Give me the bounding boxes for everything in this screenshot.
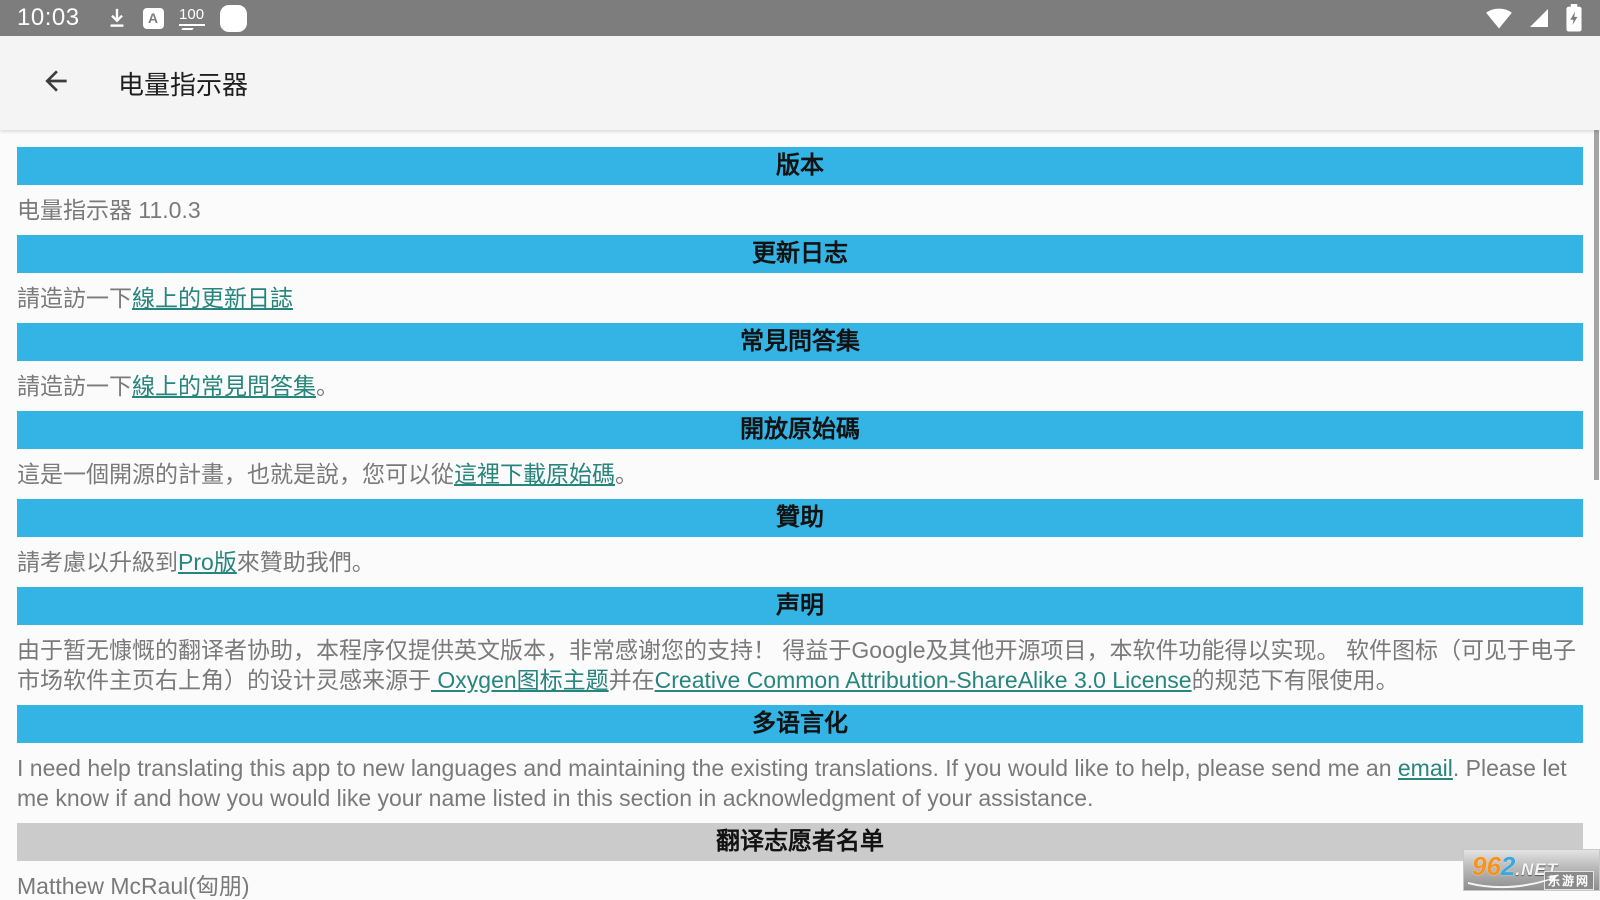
section-body: I need help translating this app to new … (17, 753, 1583, 813)
section-text: 。 (316, 373, 339, 399)
section-body: 由于暂无慷慨的翻译者协助，本程序仅提供英文版本，非常感谢您的支持！ 得益于Goo… (17, 635, 1583, 695)
download-icon (106, 7, 128, 29)
changelog-link[interactable]: 線上的更新日誌 (132, 285, 293, 311)
battery-percent-icon: 100 (178, 5, 205, 30)
section-header: 贊助 (17, 499, 1583, 537)
watermark-96: 96 (1472, 851, 1501, 881)
section-text: 并在 (608, 667, 655, 693)
about-sections: 版本 电量指示器 11.0.3 更新日志 請造訪一下線上的更新日誌 常見問答集 請造訪一下… (0, 130, 1600, 900)
section-text: Matthew McRaul(匈朋) (17, 873, 250, 899)
wifi-icon (1485, 6, 1513, 30)
email-link[interactable]: email (1397, 755, 1453, 781)
section-text: 由于暂无慷慨的翻译者协助，本程序仅提供英文版本，非常感谢您的支持！ 得益于Goo… (17, 637, 1576, 693)
section-text: 來贊助我們。 (236, 549, 375, 575)
scrollbar[interactable] (1594, 128, 1599, 480)
section-header: 声明 (17, 587, 1583, 625)
watermark-label: 乐游网 (1543, 871, 1594, 890)
section-header: 常見問答集 (17, 323, 1583, 361)
section-header: 開放原始碼 (17, 411, 1583, 449)
section-body: 电量指示器 11.0.3 (17, 195, 1583, 225)
section-text: 的规范下有限使用。 (1191, 667, 1399, 693)
app-bar: 电量指示器 (0, 36, 1600, 130)
cc-license-link[interactable]: Creative Common Attribution-ShareAlike 3… (654, 667, 1192, 693)
section-body: 請考慮以升級到Pro版來贊助我們。 (17, 547, 1583, 577)
page-title: 电量指示器 (118, 69, 249, 100)
arrow-left-icon (40, 65, 72, 102)
status-bar-right (1485, 4, 1583, 32)
section-text: 請造訪一下 (17, 285, 132, 311)
watermark-2: 2 (1500, 851, 1516, 881)
faq-link[interactable]: 線上的常見問答集 (132, 373, 316, 399)
letter-a-icon: A (142, 7, 164, 29)
section-header: 更新日志 (17, 235, 1583, 273)
section-text: 這是一個開源的計畫，也就是說，您可以從 (17, 461, 454, 487)
section-header: 翻译志愿者名单 (17, 823, 1583, 861)
status-bar: 10:03 A 100 (0, 0, 1600, 36)
section-body: Matthew McRaul(匈朋) (17, 871, 1583, 900)
section-text: 請造訪一下 (17, 373, 132, 399)
oxygen-theme-link[interactable]: Oxygen图标主题 (431, 667, 609, 693)
section-text: I need help translating this app to new … (17, 755, 1398, 781)
section-text: 請考慮以升級到 (17, 549, 178, 575)
back-button[interactable] (36, 63, 76, 103)
section-body: 請造訪一下線上的更新日誌 (17, 283, 1583, 313)
clock: 10:03 (17, 4, 80, 31)
section-body: 這是一個開源的計畫，也就是說，您可以從這裡下載原始碼。 (17, 459, 1583, 489)
watermark-swoosh-icon (1468, 875, 1558, 889)
notification-square-icon (219, 4, 247, 32)
section-text: 。 (615, 461, 638, 487)
section-text: . Please let me know if and how you woul… (17, 755, 1567, 811)
source-code-link[interactable]: 這裡下載原始碼 (454, 461, 615, 487)
cell-signal-icon (1527, 6, 1551, 30)
watermark-962net: 962.NET 乐游网 (1463, 849, 1600, 891)
section-text: 电量指示器 11.0.3 (17, 197, 201, 223)
section-header: 多语言化 (17, 705, 1583, 743)
section-body: 請造訪一下線上的常見問答集。 (17, 371, 1583, 401)
pro-version-link[interactable]: Pro版 (178, 549, 237, 575)
battery-percent-value: 100 (179, 5, 205, 23)
section-header: 版本 (17, 147, 1583, 185)
battery-charging-icon (1565, 4, 1583, 32)
